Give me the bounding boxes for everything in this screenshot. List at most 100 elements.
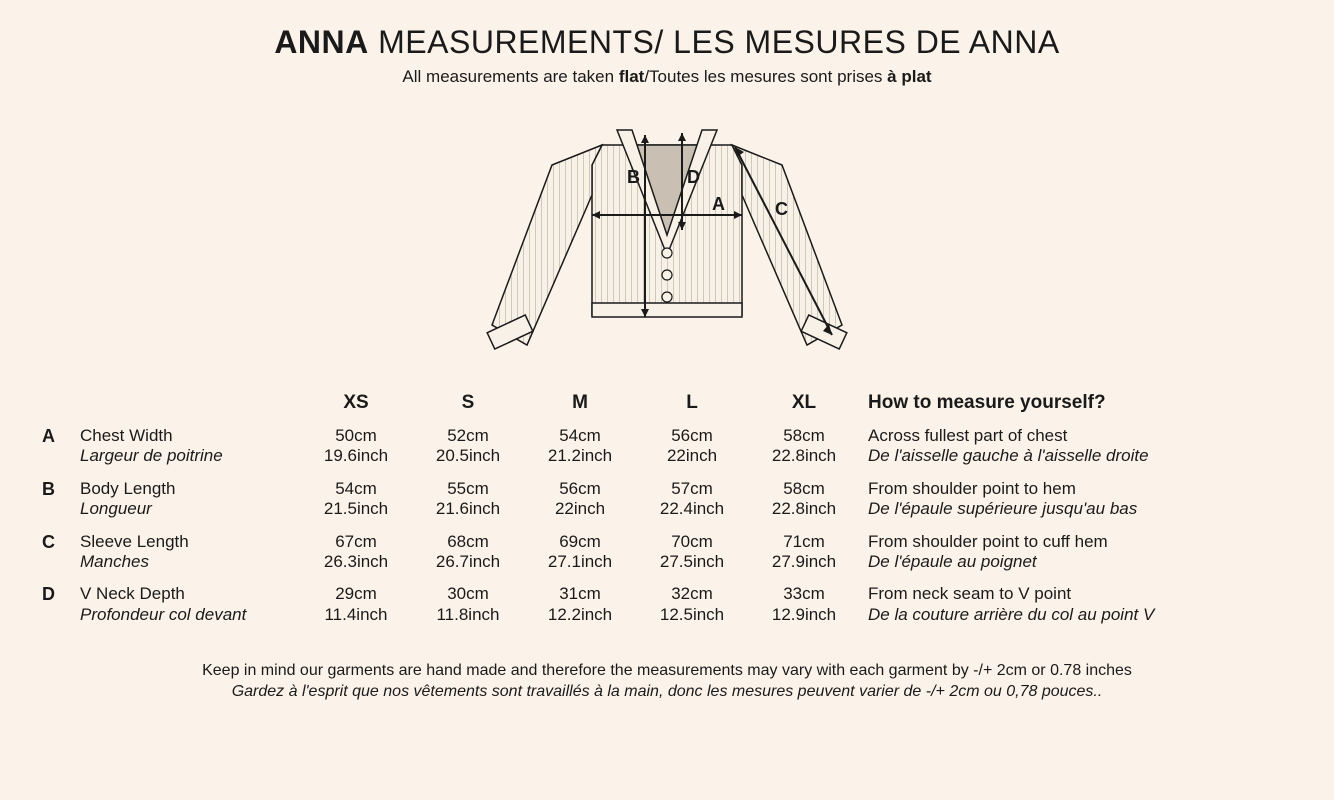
diagram-label-d: D	[687, 167, 700, 187]
cell-cm: 32cm	[671, 584, 713, 603]
cell-in: 11.8inch	[436, 605, 499, 624]
cell-cm: 55cm	[447, 479, 489, 498]
label-en: Chest Width	[80, 426, 173, 445]
howto-en: From neck seam to V point	[868, 584, 1071, 603]
cell: 71cm27.9inch	[748, 532, 860, 573]
cell-cm: 56cm	[671, 426, 713, 445]
cell: 57cm22.4inch	[636, 479, 748, 520]
cardigan-icon: A B D C	[457, 105, 877, 365]
cell: 67cm26.3inch	[300, 532, 412, 573]
cell-in: 19.6inch	[324, 446, 388, 465]
cell-in: 11.4inch	[324, 605, 387, 624]
label-fr: Manches	[80, 552, 149, 571]
header-spacer-label	[80, 392, 300, 414]
title-fr: LES MESURES DE ANNA	[673, 24, 1060, 60]
cell-cm: 54cm	[335, 479, 377, 498]
cell: 54cm21.5inch	[300, 479, 412, 520]
subtitle-en-a: All measurements are taken	[402, 67, 618, 86]
cell: 32cm12.5inch	[636, 584, 748, 625]
cell-cm: 52cm	[447, 426, 489, 445]
garment-diagram: A B D C	[457, 105, 877, 370]
cell-in: 22.8inch	[772, 499, 836, 518]
cell-cm: 67cm	[335, 532, 377, 551]
cell-cm: 56cm	[559, 479, 601, 498]
size-header-l: L	[636, 392, 748, 414]
cell: 70cm27.5inch	[636, 532, 748, 573]
row-label: Chest Width Largeur de poitrine	[80, 426, 300, 467]
subtitle-fr-a: Toutes les mesures sont prises	[649, 67, 887, 86]
label-en: Sleeve Length	[80, 532, 189, 551]
cell-in: 12.9inch	[772, 605, 836, 624]
diagram-label-c: C	[775, 199, 788, 219]
cell: 31cm 12.2inch	[524, 584, 636, 625]
howto-fr: De l'épaule au poignet	[868, 552, 1037, 571]
cell-cm: 57cm	[671, 479, 713, 498]
cell-in: 22inch	[555, 499, 605, 518]
cell-cm: 54cm	[559, 426, 601, 445]
label-en: Body Length	[80, 479, 175, 498]
cell: 30cm 11.8inch	[412, 584, 524, 625]
cell-in: 27.1inch	[548, 552, 612, 571]
cell: 58cm22.8inch	[748, 479, 860, 520]
diagram-label-a: A	[712, 194, 725, 214]
cell: 58cm22.8inch	[748, 426, 860, 467]
footnote-fr: Gardez à l'esprit que nos vêtements sont…	[232, 683, 1103, 700]
howto-cell: Across fullest part of chest De l'aissel…	[860, 426, 1220, 467]
cell: 29cm 11.4inch	[300, 584, 412, 625]
cell-cm: 31cm	[559, 584, 601, 603]
cell-cm: 30cm	[447, 584, 489, 603]
header-spacer-letter	[42, 392, 80, 414]
cell-cm: 29cm	[335, 584, 377, 603]
row-letter: A	[42, 426, 80, 467]
page-title: ANNA MEASUREMENTS/ LES MESURES DE ANNA	[274, 24, 1059, 61]
row-letter: B	[42, 479, 80, 520]
cell-cm: 69cm	[559, 532, 601, 551]
cell-in: 20.5inch	[436, 446, 500, 465]
howto-cell: From shoulder point to cuff hem De l'épa…	[860, 532, 1220, 573]
cell-cm: 33cm	[783, 584, 825, 603]
row-label: Sleeve Length Manches	[80, 532, 300, 573]
cell-in: 22inch	[667, 446, 717, 465]
cell-in: 21.6inch	[436, 499, 500, 518]
howto-fr: De l'aisselle gauche à l'aisselle droite	[868, 446, 1149, 465]
cell: 69cm27.1inch	[524, 532, 636, 573]
cell-cm: 70cm	[671, 532, 713, 551]
cell-cm: 71cm	[783, 532, 825, 551]
brand-name: ANNA	[274, 24, 368, 60]
howto-fr: De l'épaule supérieure jusqu'au bas	[868, 499, 1137, 518]
cell-in: 27.5inch	[660, 552, 724, 571]
cell: 54cm21.2inch	[524, 426, 636, 467]
howto-cell: From shoulder point to hem De l'épaule s…	[860, 479, 1220, 520]
howto-en: Across fullest part of chest	[868, 426, 1067, 445]
cell-in: 22.4inch	[660, 499, 724, 518]
cell: 56cm22inch	[636, 426, 748, 467]
size-header-m: M	[524, 392, 636, 414]
footnote-en: Keep in mind our garments are hand made …	[202, 662, 1132, 679]
subtitle-fr-bold: à plat	[887, 67, 931, 86]
label-en: V Neck Depth	[80, 584, 185, 603]
cell-in: 12.2inch	[548, 605, 612, 624]
label-fr: Longueur	[80, 499, 152, 518]
cell: 55cm21.6inch	[412, 479, 524, 520]
footnote: Keep in mind our garments are hand made …	[67, 661, 1267, 703]
subtitle-en-bold: flat	[619, 67, 645, 86]
label-fr: Largeur de poitrine	[80, 446, 223, 465]
howto-en: From shoulder point to cuff hem	[868, 532, 1108, 551]
cell-in: 27.9inch	[772, 552, 836, 571]
howto-fr: De la couture arrière du col au point V	[868, 605, 1154, 624]
cell-in: 21.5inch	[324, 499, 388, 518]
row-letter: C	[42, 532, 80, 573]
diagram-label-b: B	[627, 167, 640, 187]
cell: 50cm19.6inch	[300, 426, 412, 467]
cell: 33cm 12.9inch	[748, 584, 860, 625]
cell-in: 21.2inch	[548, 446, 612, 465]
cell-cm: 58cm	[783, 426, 825, 445]
size-header-xs: XS	[300, 392, 412, 414]
row-label: V Neck Depth Profondeur col devant	[80, 584, 300, 625]
howto-en: From shoulder point to hem	[868, 479, 1076, 498]
cell: 56cm22inch	[524, 479, 636, 520]
size-header-s: S	[412, 392, 524, 414]
cell: 68cm26.7inch	[412, 532, 524, 573]
howto-cell: From neck seam to V point De la couture …	[860, 584, 1220, 625]
title-en: MEASUREMENTS	[378, 24, 654, 60]
